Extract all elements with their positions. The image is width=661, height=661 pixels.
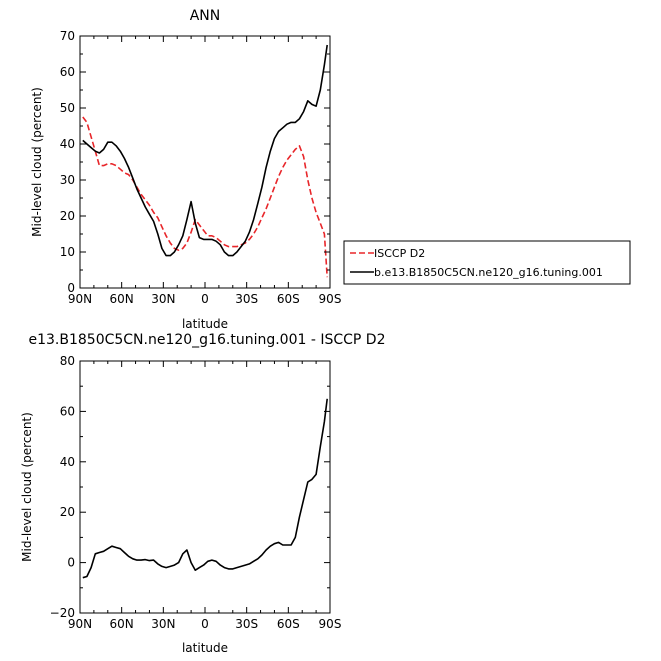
top-series-group [82,44,328,278]
top-x-axis-title: latitude [182,317,228,331]
top-y-tick-label: 30 [60,173,75,187]
bottom-x-tick-label: 60S [277,617,300,631]
top-y-tick-label: 10 [60,245,75,259]
legend-box [343,240,631,285]
bottom-x-tick-label: 0 [201,617,209,631]
top-y-tick-label: 0 [67,281,75,295]
bottom-x-tick-label: 60N [110,617,134,631]
bottom-x-tick-label: 90N [68,617,92,631]
top-plot-frame [79,35,331,289]
top-panel: ANN 90N 60N 30N 0 30S 60S 90S 0 10 20 30 40 50 60 70 l… [30,8,341,331]
bottom-y-axis-title: Mid-level cloud (percent) [20,412,34,562]
top-y-tick-label: 40 [60,137,75,151]
bottom-x-tick-label: 90S [319,617,342,631]
top-x-tick-label: 30S [235,292,258,306]
top-y-tick-label: 70 [60,29,75,43]
bottom-plot-frame [79,360,331,614]
top-x-tick-label: 30N [151,292,175,306]
top-y-tick-label: 60 [60,65,75,79]
top-x-tick-label: 90S [319,292,342,306]
bottom-y-tick-label: 20 [60,505,75,519]
legend-label-model: b.e13.B1850C5CN.ne120_g16.tuning.001 [374,266,603,279]
top-ticks-group: 90N 60N 30N 0 30S 60S 90S 0 10 20 30 40 50 60 70 [60,29,342,306]
bottom-series-line-0 [82,398,328,579]
bottom-series-group [82,398,328,579]
legend: ISCCP D2 b.e13.B1850C5CN.ne120_g16.tunin… [343,240,631,285]
bottom-y-tick-label: 80 [60,354,75,368]
bottom-y-tick-label: 0 [67,556,75,570]
top-y-axis-title: Mid-level cloud (percent) [30,87,44,237]
bottom-chart-title: e13.B1850C5CN.ne120_g16.tuning.001 - ISC… [28,332,385,348]
bottom-x-tick-label: 30S [235,617,258,631]
top-y-tick-label: 50 [60,101,75,115]
top-x-tick-label: 60N [110,292,134,306]
bottom-panel: e13.B1850C5CN.ne120_g16.tuning.001 - ISC… [20,332,386,655]
top-chart-title: ANN [190,8,221,24]
bottom-y-tick-label: 40 [60,455,75,469]
legend-label-isccp: ISCCP D2 [374,247,425,260]
top-y-tick-label: 20 [60,209,75,223]
bottom-y-tick-label: −20 [50,606,75,620]
bottom-ticks-group: 90N 60N 30N 0 30S 60S 90S −20 0 20 40 60 80 [50,354,342,631]
bottom-x-tick-label: 30N [151,617,175,631]
top-x-tick-label: 60S [277,292,300,306]
top-series-line-1 [82,44,328,257]
bottom-x-axis-title: latitude [182,641,228,655]
top-x-tick-label: 90N [68,292,92,306]
top-series-line-0 [82,116,328,278]
top-x-tick-label: 0 [201,292,209,306]
bottom-y-tick-label: 60 [60,404,75,418]
